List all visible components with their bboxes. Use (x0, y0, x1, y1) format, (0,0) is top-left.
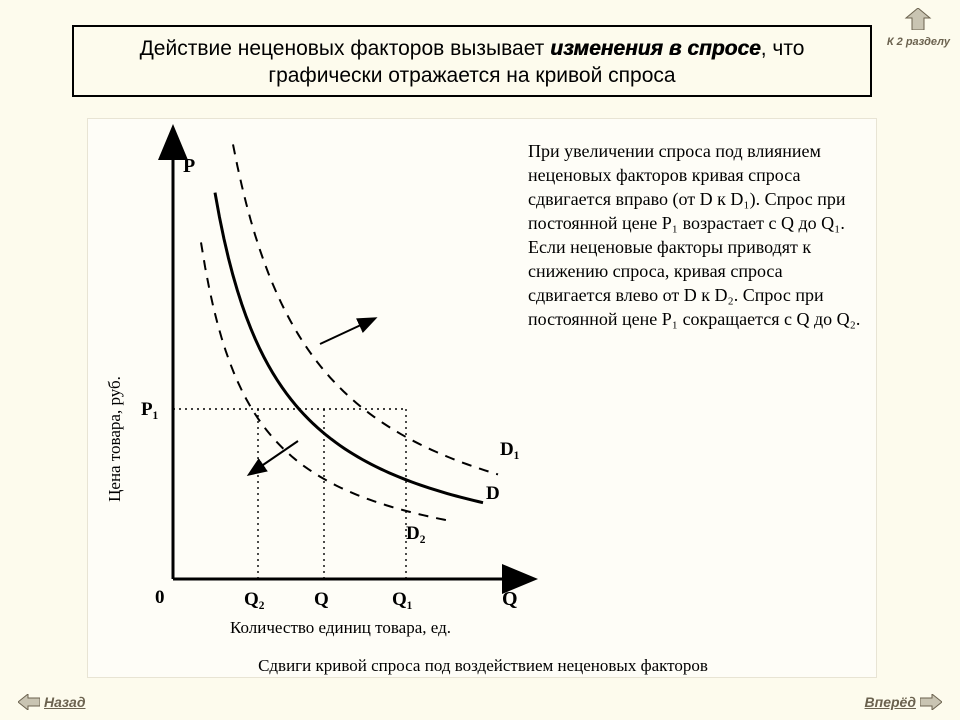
svg-text:Цена товара, руб.: Цена товара, руб. (105, 376, 124, 502)
svg-text:D₂: D₂ (406, 523, 426, 544)
nav-section-link[interactable]: К 2 разделу (887, 8, 950, 48)
svg-text:0: 0 (155, 587, 165, 608)
svg-text:Q: Q (314, 589, 329, 610)
svg-text:При увеличении спроса под влия: При увеличении спроса под влиянием (528, 141, 821, 161)
svg-text:сдвигается вправо (от D к D₁).: сдвигается вправо (от D к D₁). Спрос при (528, 189, 846, 210)
svg-text:P: P (183, 155, 195, 177)
arrow-left-icon (18, 694, 40, 710)
svg-text:P₁: P₁ (141, 399, 158, 420)
nav-forward-button[interactable]: Вперёд (865, 694, 942, 710)
svg-text:Если неценовые факторы приводя: Если неценовые факторы приводят к (528, 237, 811, 257)
arrow-up-icon (904, 8, 932, 30)
svg-text:Q₁: Q₁ (392, 589, 412, 610)
demand-shift-figure: P Q 0 P₁ Q₂ Q Q₁ D D₁ D₂ Цена товара, руб. Количест… (87, 118, 877, 678)
svg-text:сдвигается влево от D к D₂. Сп: сдвигается влево от D к D₂. Спрос при (528, 285, 824, 305)
svg-text:Сдвиги кривой спроса под возде: Сдвиги кривой спроса под воздействием не… (258, 656, 708, 675)
title-emph: изменения в спросе (550, 37, 761, 60)
nav-forward-label: Вперёд (865, 694, 916, 710)
svg-text:Q: Q (502, 588, 518, 610)
svg-text:постоянной цене P₁ возрастает: постоянной цене P₁ возрастает с Q до Q₁. (528, 213, 845, 233)
svg-text:Q₂: Q₂ (244, 589, 265, 610)
nav-back-button[interactable]: Назад (18, 694, 85, 710)
svg-text:D: D (486, 483, 500, 504)
svg-text:снижению спроса, кривая спроса: снижению спроса, кривая спроса (528, 261, 783, 281)
nav-section-label: К 2 разделу (887, 36, 950, 48)
chart-svg: P Q 0 P₁ Q₂ Q Q₁ D D₁ D₂ Цена товара, руб. Количест… (88, 119, 878, 679)
arrow-right-icon (920, 694, 942, 710)
svg-text:Количество единиц товара, ед.: Количество единиц товара, ед. (230, 618, 451, 637)
nav-back-label: Назад (44, 694, 85, 710)
svg-text:постоянной цене P₁ сокращается: постоянной цене P₁ сокращается с Q до Q₂… (528, 309, 860, 329)
title-pre: Действие неценовых факторов вызывает (140, 37, 551, 60)
svg-text:D₁: D₁ (500, 439, 519, 460)
title-box: Действие неценовых факторов вызывает изм… (72, 25, 872, 97)
svg-text:неценовых факторов кривая спро: неценовых факторов кривая спроса (528, 165, 800, 185)
